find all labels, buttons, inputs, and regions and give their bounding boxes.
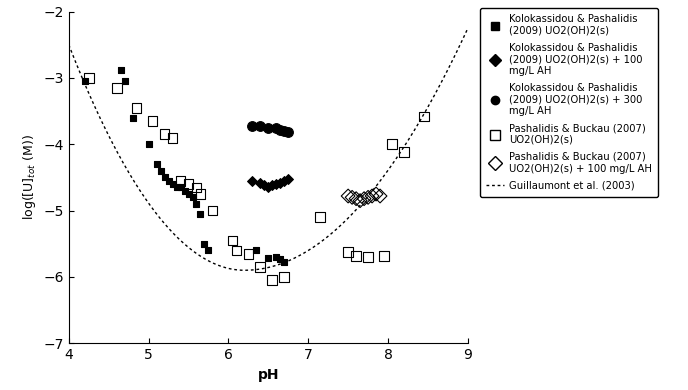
Point [267,182,278,188]
Point [247,122,258,129]
Point [191,184,202,190]
Point [199,241,210,247]
Point [111,85,122,91]
Point [175,184,186,190]
Point [175,177,186,184]
Point [354,197,365,204]
Point [191,201,202,207]
Point [283,176,294,182]
Point [147,118,158,124]
Point [374,193,385,199]
Point [279,274,290,280]
Point [131,105,142,111]
Point [263,124,274,131]
Point [343,193,354,199]
Point [314,214,325,220]
Point [255,264,266,270]
Point [195,211,206,217]
Point [418,113,429,120]
Point [183,181,194,187]
Point [247,177,258,184]
Legend: Kolokassidou & Pashalidis
(2009) UO2(OH)2(s), Kolokassidou & Pashalidis
(2009) U: Kolokassidou & Pashalidis (2009) UO2(OH)… [480,8,658,197]
Point [243,250,254,257]
Point [227,237,238,243]
Point [143,141,154,147]
Point [363,194,374,200]
Point [363,254,374,260]
Point [231,247,242,254]
Point [183,191,194,197]
Point [151,161,162,167]
Point [167,181,178,187]
Point [371,191,382,197]
Point [115,67,126,73]
Point [159,174,170,181]
Point [83,75,94,81]
Point [387,141,398,147]
Point [279,259,290,266]
Point [203,247,214,254]
Point [251,247,262,254]
Point [167,135,178,141]
Point [263,255,274,261]
Point [179,188,190,194]
Point [351,253,362,259]
Point [275,127,286,133]
Point [275,256,286,262]
Point [378,253,389,259]
X-axis label: pH: pH [257,368,279,382]
Point [367,193,378,199]
Point [398,149,409,155]
Point [271,254,282,260]
Point [127,115,138,121]
Point [283,129,294,135]
Point [279,177,290,184]
Point [187,194,198,200]
Point [155,168,166,174]
Point [195,191,206,197]
Point [347,194,358,200]
Point [263,184,274,190]
Point [351,195,362,202]
Point [255,180,266,186]
Point [271,181,282,187]
Point [119,78,130,84]
Point [358,195,369,202]
Point [79,78,90,84]
Point [159,131,170,137]
Y-axis label: log([U]$_{tot}$ (M)): log([U]$_{tot}$ (M)) [21,135,38,220]
Point [163,177,174,184]
Point [271,124,282,131]
Point [207,207,218,214]
Point [259,182,270,188]
Point [343,248,354,255]
Point [279,128,290,134]
Point [171,184,182,190]
Point [275,180,286,186]
Point [267,277,278,283]
Point [255,122,266,129]
